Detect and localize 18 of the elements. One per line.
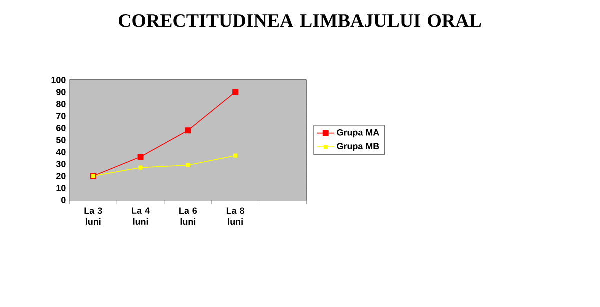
- y-tick-label: 0: [62, 197, 66, 204]
- y-tick-label: 40: [56, 149, 66, 156]
- y-tick-label: 100: [52, 77, 66, 84]
- y-tick-label: 90: [56, 89, 66, 96]
- y-tick-label: 30: [56, 161, 66, 168]
- y-tick-label: 60: [56, 125, 66, 132]
- y-tick-label: 20: [56, 173, 66, 180]
- y-tick-label: 10: [56, 185, 66, 192]
- x-tick-label: La 4 luni: [132, 208, 150, 225]
- y-tick-label: 50: [56, 137, 66, 144]
- chart-title: CORECTITUDINEA LIMBAJULUI ORAL: [118, 14, 482, 28]
- y-tick-label: 80: [56, 101, 66, 108]
- legend-label: Grupa MA: [337, 129, 380, 138]
- x-tick-label: La 6 luni: [180, 208, 198, 226]
- y-tick-label: 70: [56, 113, 66, 120]
- legend-label: Grupa MB: [337, 143, 380, 152]
- x-tick-label: La 8 luni: [226, 208, 245, 226]
- x-tick-label: La 3 luni: [84, 208, 102, 226]
